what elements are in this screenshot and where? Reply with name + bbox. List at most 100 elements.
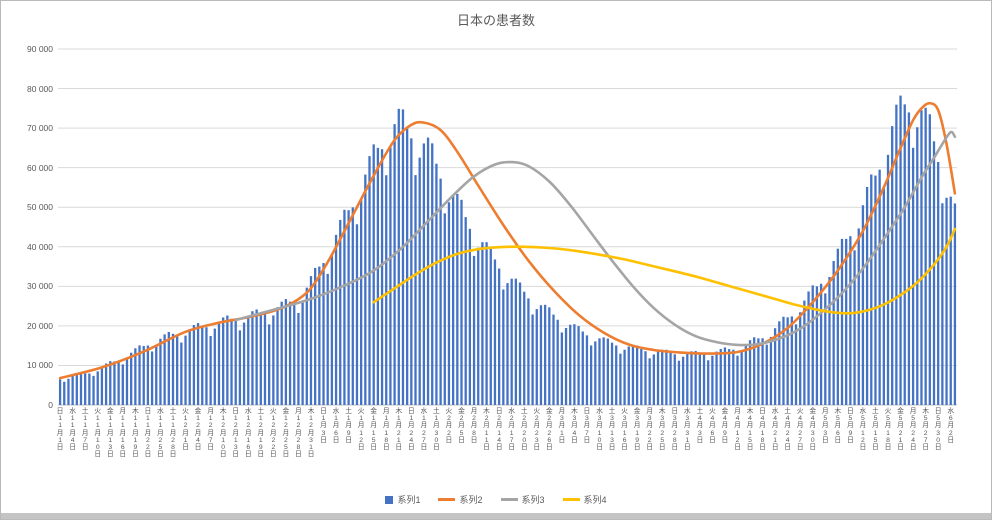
legend-item-series2[interactable]: 系列2 (438, 493, 483, 506)
y-tick-label: 20 000 (27, 320, 53, 331)
legend: 系列1 系列2 系列3 系列4 (1, 493, 991, 506)
chart-title: 日本の患者数 (456, 13, 535, 28)
legend-swatch-line-icon (500, 498, 518, 501)
legend-swatch-line-icon (562, 498, 580, 501)
y-tick-label: 30 000 (27, 281, 53, 292)
legend-swatch-line-icon (438, 498, 456, 501)
legend-item-series1[interactable]: 系列1 (385, 493, 420, 506)
legend-label-series2: 系列2 (459, 495, 483, 505)
legend-swatch-bar-icon (385, 495, 394, 504)
y-tick-label: 60 000 (27, 162, 53, 173)
y-tick-label: 90 000 (27, 44, 53, 54)
y-tick-label: 70 000 (27, 123, 53, 134)
legend-label-series1: 系列1 (397, 495, 421, 505)
y-tick-label: 10 000 (27, 360, 53, 371)
y-tick-label: 40 000 (27, 241, 53, 252)
legend-item-series4[interactable]: 系列4 (562, 493, 607, 506)
y-tick-label: 50 000 (27, 202, 53, 213)
y-tick-label: 0 (48, 400, 53, 410)
legend-label-series3: 系列3 (521, 495, 545, 505)
y-tick-label: 80 000 (27, 83, 53, 94)
window-bottom-edge (1, 513, 991, 519)
legend-label-series4: 系列4 (583, 495, 607, 505)
legend-item-series3[interactable]: 系列3 (500, 493, 545, 506)
